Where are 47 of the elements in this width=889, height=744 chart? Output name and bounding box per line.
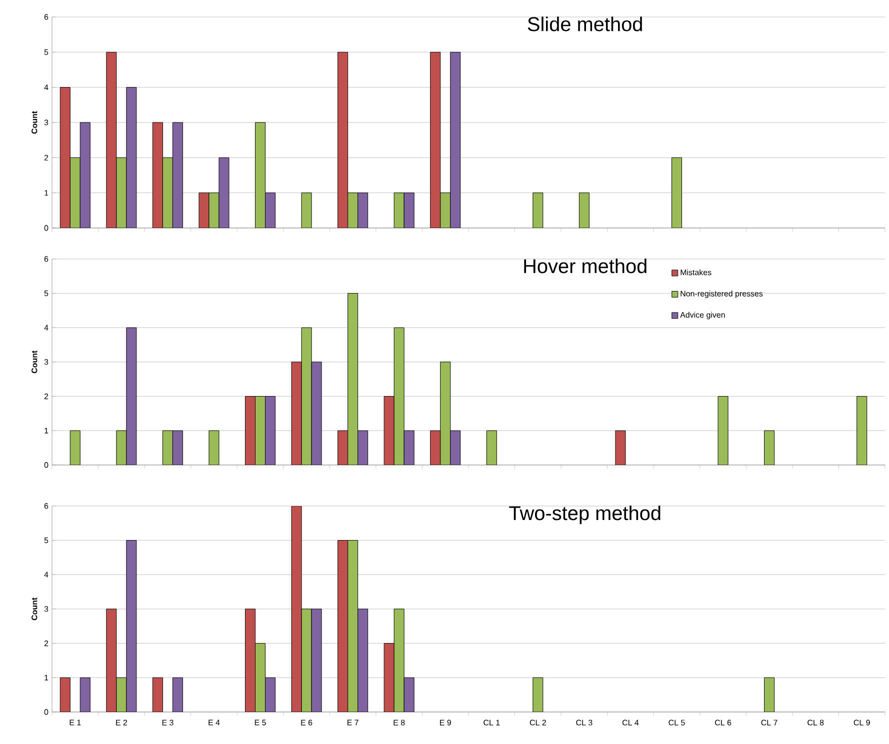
bar bbox=[394, 327, 404, 465]
bar bbox=[152, 677, 163, 712]
bar bbox=[265, 192, 276, 228]
bar bbox=[384, 643, 394, 712]
bar bbox=[672, 157, 682, 228]
bar bbox=[764, 677, 775, 712]
bar bbox=[70, 430, 80, 465]
bar bbox=[60, 87, 70, 228]
bar bbox=[162, 430, 173, 465]
bar bbox=[80, 122, 90, 228]
bar bbox=[255, 122, 266, 228]
bar bbox=[440, 362, 451, 465]
bar bbox=[856, 396, 868, 465]
bar bbox=[348, 293, 358, 465]
bar bbox=[532, 677, 544, 712]
bar bbox=[80, 677, 90, 712]
bar bbox=[404, 677, 414, 712]
bar bbox=[245, 608, 256, 712]
bar bbox=[348, 192, 358, 228]
bar bbox=[255, 396, 266, 465]
bar bbox=[764, 430, 775, 465]
bar bbox=[126, 540, 137, 712]
bar bbox=[338, 52, 348, 228]
bar bbox=[358, 608, 368, 712]
bar bbox=[106, 52, 117, 228]
bar bbox=[615, 430, 626, 465]
bar bbox=[126, 87, 137, 228]
bar bbox=[338, 540, 348, 712]
bar bbox=[430, 52, 441, 228]
bar bbox=[152, 122, 163, 228]
bar bbox=[70, 157, 80, 228]
bar bbox=[172, 677, 183, 712]
bar bbox=[291, 506, 302, 712]
bar bbox=[486, 430, 497, 465]
bar bbox=[265, 677, 276, 712]
bar bbox=[440, 192, 451, 228]
bar bbox=[404, 192, 414, 228]
bar bbox=[172, 122, 183, 228]
chart-title: Two-step method bbox=[509, 506, 660, 524]
chart-title: Slide method bbox=[528, 16, 642, 32]
bar bbox=[60, 677, 70, 712]
bar bbox=[358, 192, 368, 228]
bar bbox=[394, 192, 404, 228]
chart-title: Hover method bbox=[524, 258, 646, 274]
bar bbox=[578, 192, 590, 228]
bar bbox=[450, 52, 461, 228]
bar bbox=[162, 157, 173, 228]
